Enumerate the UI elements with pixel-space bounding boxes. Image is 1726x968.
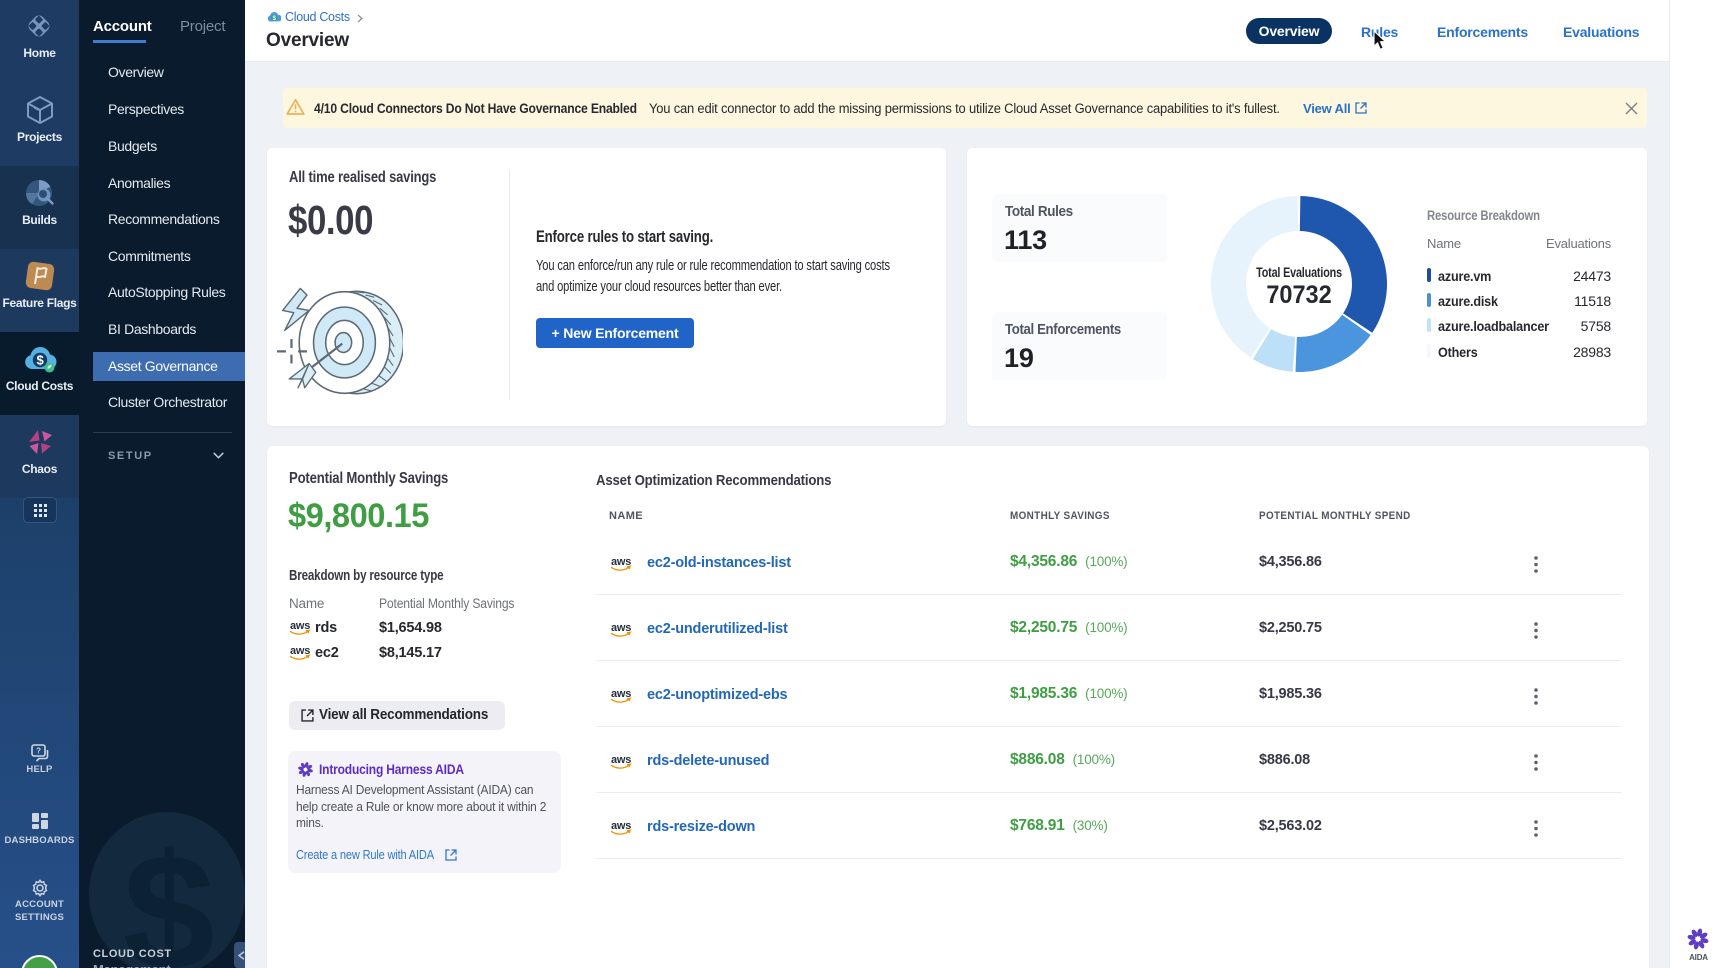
svg-text:$: $ (272, 15, 276, 22)
svg-text:$: $ (36, 353, 44, 368)
svg-text:?: ? (36, 747, 41, 756)
svg-text:aws: aws (611, 622, 631, 634)
svg-text:aws: aws (290, 620, 310, 632)
svg-text:aws: aws (611, 820, 631, 832)
svg-text:aws: aws (290, 645, 310, 657)
svg-text:aws: aws (611, 688, 631, 700)
svg-text:aws: aws (611, 754, 631, 766)
svg-text:aws: aws (611, 556, 631, 568)
